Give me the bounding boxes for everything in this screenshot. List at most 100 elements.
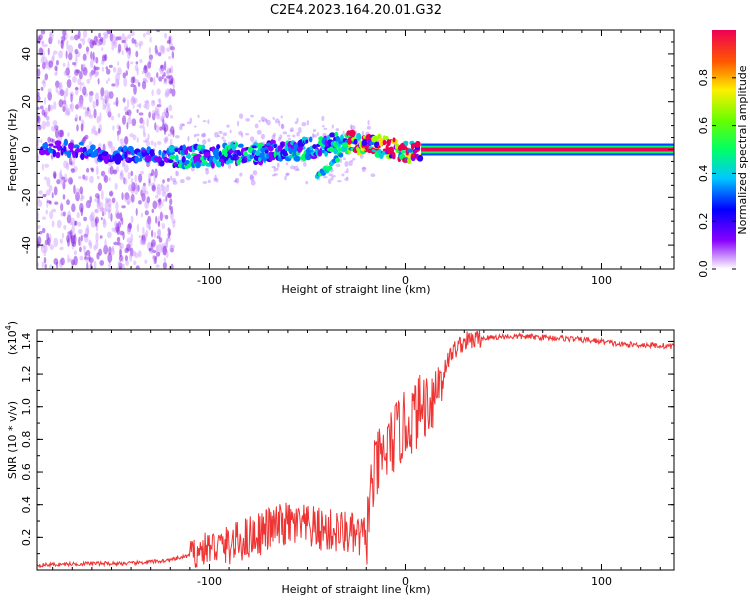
spectrogram-noise-point [91, 168, 94, 173]
spectrogram-noise-point [90, 69, 95, 76]
spectrogram-noise-point [159, 211, 163, 222]
spectrogram-noise-point [51, 153, 54, 161]
spectrogram-noise-point [99, 112, 102, 122]
spectrogram-noise-point [83, 256, 89, 260]
spectrogram-trace-point [63, 138, 69, 147]
spectrogram-noise-point [48, 104, 51, 112]
spectrogram-noise-point [312, 128, 317, 133]
spectrogram-noise-point [86, 262, 89, 269]
spectrogram-trace-point [382, 139, 387, 146]
spectrogram-noise-point [60, 212, 64, 217]
spectrogram-noise-point [151, 112, 156, 121]
spectrogram-noise-point [218, 130, 223, 135]
spectrogram-noise-point [344, 161, 349, 167]
spectrogram-noise-point [123, 106, 129, 112]
spectrogram-trace-point [356, 132, 362, 141]
spectrogram-noise-point [88, 141, 93, 146]
spectrogram-noise-point [69, 35, 75, 41]
spectrogram-noise-point [141, 192, 146, 202]
spectrogram-noise-point [57, 90, 61, 96]
spectrogram-noise-point [98, 32, 101, 39]
spectrogram-noise-point [150, 229, 154, 238]
spectrogram-trace-point [237, 143, 244, 148]
spectrogram-noise-point [104, 95, 108, 102]
spectrogram-noise-point [136, 104, 141, 108]
spectrogram-noise-point [167, 227, 170, 233]
spectrogram-noise-point [79, 202, 84, 213]
spectrogram-noise-point [144, 210, 149, 216]
spectrogram-noise-point [163, 257, 167, 263]
spectrogram-noise-point [157, 188, 162, 196]
spectrogram-trace-point [174, 148, 179, 152]
spectrogram-noise-point [85, 201, 89, 209]
spectrogram-noise-point [285, 173, 289, 177]
spectrogram-noise-point [154, 122, 157, 131]
spectrogram-noise-point [75, 114, 79, 122]
spectrogram-noise-point [341, 173, 345, 177]
spectrogram-noise-point [71, 217, 75, 227]
spectrogram-noise-point [63, 179, 67, 183]
spectrogram-noise-point [163, 72, 166, 77]
spectrogram-noise-point [155, 244, 159, 253]
spectrogram-noise-point [95, 56, 99, 64]
spectrogram-noise-point [170, 46, 175, 51]
spectrogram-trace-point [361, 139, 368, 147]
spectrogram-noise-point [67, 210, 72, 221]
spectrogram-noise-point [205, 167, 209, 171]
spectrogram-noise-point [95, 66, 100, 71]
spectrogram-noise-point [121, 40, 126, 44]
spectrogram-trace-point [220, 159, 225, 167]
spectrogram-noise-point [128, 113, 131, 118]
spectrogram-noise-point [65, 87, 69, 97]
spectrogram-noise-point [142, 77, 148, 82]
spectrogram-noise-point [79, 94, 84, 105]
spectrogram-noise-point [47, 237, 51, 247]
spectrogram-noise-point [95, 232, 99, 242]
spectrogram-noise-point [176, 170, 179, 177]
spectrogram-noise-point [129, 133, 134, 138]
spectrogram-noise-point [130, 96, 135, 106]
spectrogram-noise-point [63, 160, 69, 169]
spectrogram-noise-point [215, 177, 219, 183]
spectrogram-noise-point [127, 172, 131, 180]
spectrogram-noise-point [158, 197, 162, 206]
colorbar-tick-label: 0.4 [697, 165, 710, 183]
spectrogram-noise-point [91, 128, 94, 135]
spectrogram-noise-point [121, 217, 124, 226]
spectrogram-noise-point [151, 89, 154, 97]
spectrogram-noise-point [104, 98, 108, 104]
spectrogram-noise-point [114, 220, 118, 228]
spectrogram-noise-point [186, 121, 192, 125]
spectrogram-noise-point [40, 57, 45, 64]
spectrogram-noise-point [117, 61, 120, 66]
spectrogram-noise-point [52, 53, 55, 62]
spectrogram-trace-point [367, 148, 372, 154]
spectrogram-noise-point [77, 222, 82, 227]
spectrogram-noise-point [38, 190, 43, 195]
spectrogram-noise-point [234, 178, 238, 183]
spectrogram-noise-point [112, 169, 117, 175]
spectrogram-noise-point [41, 261, 45, 269]
spectrogram-trace-point [158, 149, 162, 156]
spectrogram-noise-point [116, 81, 120, 86]
spectrogram-noise-point [51, 138, 55, 143]
spectrogram-noise-point [282, 131, 288, 135]
spectrogram-noise-point [54, 72, 58, 76]
spectrogram-noise-point [68, 258, 72, 263]
spectrogram-noise-point [111, 227, 116, 232]
spectrogram-noise-point [80, 123, 84, 132]
spectrogram-trace-point [273, 144, 277, 149]
spectrogram-noise-point [99, 36, 104, 43]
spectrogram-noise-point [70, 102, 75, 112]
spectrogram-noise-point [285, 172, 290, 176]
spectrogram-noise-point [124, 135, 129, 145]
spectrogram-noise-point [89, 39, 95, 49]
spectrogram-noise-point [252, 170, 258, 176]
spectrogram-noise-point [227, 163, 232, 170]
spectrogram-noise-point [139, 238, 144, 245]
spectrogram-noise-point [53, 124, 57, 133]
spectrogram-noise-point [102, 217, 106, 225]
spectrogram-noise-point [82, 245, 87, 250]
spectrogram-noise-point [119, 242, 124, 249]
spectrogram-noise-point [152, 200, 158, 210]
